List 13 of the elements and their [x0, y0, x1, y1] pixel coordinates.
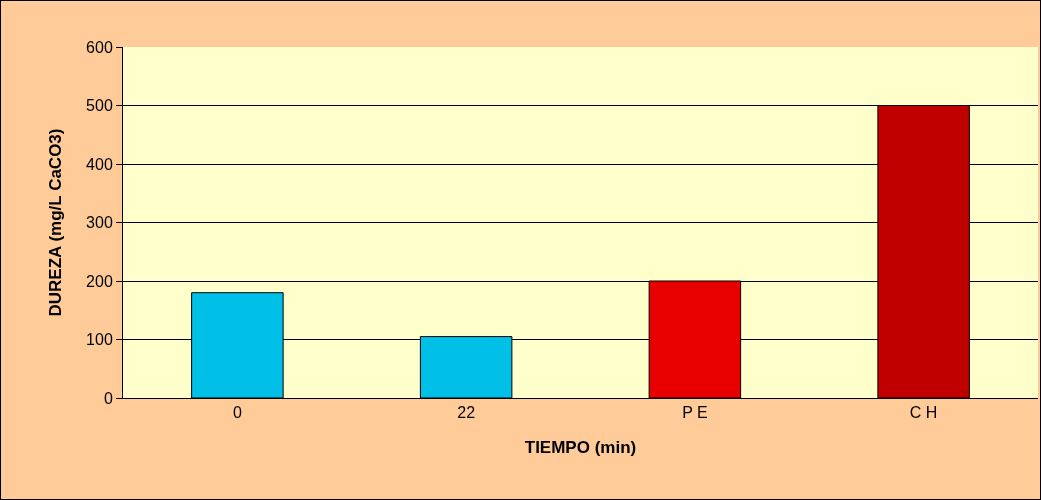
y-tick-label: 600 [86, 38, 113, 56]
y-tick-label: 400 [86, 155, 113, 173]
y-axis-title: DUREZA (mg/L CaCO3) [45, 128, 65, 317]
y-tick-label: 100 [86, 331, 113, 349]
y-tick-label: 0 [103, 389, 113, 407]
x-tick-label: P E [682, 404, 708, 422]
x-tick-label: C H [909, 404, 938, 422]
y-tick-label: 200 [86, 272, 113, 290]
y-tick-label: 300 [86, 214, 113, 232]
x-tick-label: 0 [232, 404, 242, 422]
y-tick-label: 500 [86, 97, 113, 115]
x-axis-title: TIEMPO (min) [524, 437, 637, 457]
x-tick-label: 22 [457, 404, 476, 422]
